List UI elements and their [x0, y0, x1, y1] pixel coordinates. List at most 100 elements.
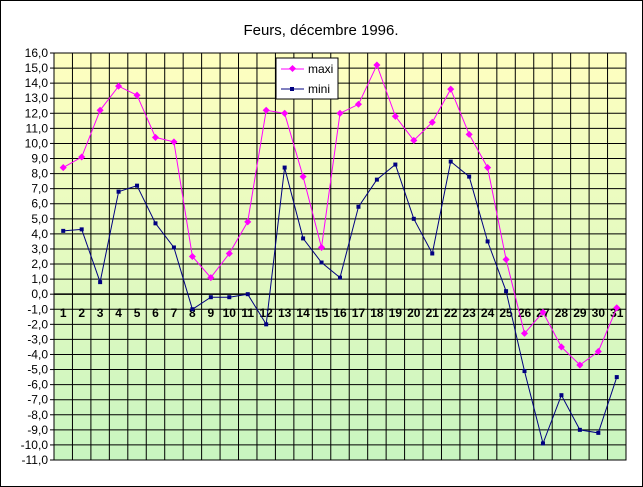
y-tick-label: 6,0 — [31, 197, 48, 211]
data-point-maxi — [170, 138, 178, 146]
data-point-mini — [61, 228, 66, 233]
y-tick-label: -5,0 — [27, 363, 48, 377]
data-point-mini — [577, 427, 582, 432]
data-point-maxi — [410, 136, 418, 144]
data-point-mini — [393, 162, 398, 167]
y-tick-label: -4,0 — [27, 347, 48, 361]
data-point-mini — [448, 159, 453, 164]
y-tick-label: -2,0 — [27, 317, 48, 331]
x-tick-label: 14 — [296, 306, 310, 320]
data-point-maxi — [354, 100, 362, 108]
data-point-mini — [540, 441, 545, 446]
data-point-maxi — [96, 106, 104, 114]
data-point-mini — [79, 227, 84, 232]
y-tick-label: 16,0 — [25, 46, 49, 60]
chart-title: Feurs, décembre 1996. — [243, 22, 398, 39]
data-point-maxi — [225, 249, 233, 258]
x-tick-label: 17 — [352, 306, 366, 320]
data-point-mini — [171, 245, 176, 250]
y-tick-label: 14,0 — [25, 76, 49, 90]
y-tick-label: -11,0 — [22, 453, 49, 467]
x-tick-label: 16 — [333, 306, 347, 320]
data-point-mini — [190, 307, 195, 312]
x-tick-label: 3 — [97, 306, 104, 320]
x-tick-label: 21 — [426, 306, 440, 320]
y-tick-label: 11,0 — [26, 121, 49, 135]
y-tick-label: 8,0 — [31, 167, 48, 181]
x-tick-label: 9 — [207, 306, 214, 320]
legend: maxi mini — [275, 57, 339, 100]
data-point-mini — [245, 292, 250, 297]
x-tick-label: 5 — [134, 306, 141, 320]
data-point-maxi — [447, 85, 455, 93]
data-point-mini — [485, 239, 490, 244]
data-point-mini — [282, 165, 287, 170]
data-point-maxi — [520, 329, 529, 337]
data-point-mini — [153, 221, 158, 226]
y-tick-label: 2,0 — [31, 257, 48, 271]
x-tick-label: 20 — [407, 306, 421, 320]
data-point-maxi — [318, 243, 326, 251]
data-point-maxi — [78, 153, 86, 161]
data-point-maxi — [59, 164, 67, 172]
data-point-mini — [227, 295, 232, 300]
data-point-maxi — [557, 343, 565, 351]
data-point-maxi — [336, 109, 344, 117]
x-tick-label: 18 — [370, 306, 384, 320]
x-tick-label: 8 — [189, 306, 196, 320]
data-point-mini — [374, 177, 379, 182]
y-tick-label: 10,0 — [25, 136, 49, 150]
x-tick-label: 2 — [78, 306, 85, 320]
x-tick-label: 23 — [462, 306, 476, 320]
x-tick-label: 26 — [518, 306, 532, 320]
y-tick-label: -10,0 — [21, 438, 49, 452]
y-tick-label: -7,0 — [27, 393, 48, 407]
y-tick-label: -8,0 — [27, 408, 48, 422]
data-point-mini — [504, 289, 509, 294]
data-point-mini — [98, 280, 103, 285]
data-point-maxi — [373, 61, 381, 69]
y-tick-label: -1,0 — [27, 302, 48, 316]
x-tick-label: 15 — [315, 306, 329, 320]
x-tick-label: 7 — [171, 306, 178, 320]
data-point-mini — [208, 295, 213, 300]
y-tick-label: -6,0 — [27, 378, 48, 392]
x-tick-label: 13 — [278, 306, 292, 320]
data-point-maxi — [613, 304, 621, 312]
data-point-mini — [264, 322, 269, 327]
x-tick-label: 1 — [60, 306, 67, 320]
x-tick-label: 25 — [499, 306, 513, 320]
legend-box — [275, 57, 339, 100]
x-tick-label: 12 — [260, 306, 274, 320]
data-point-mini — [411, 216, 416, 221]
legend-marker-maxi — [288, 64, 297, 73]
x-tick-label: 4 — [115, 306, 122, 320]
data-point-mini — [430, 251, 435, 256]
data-point-maxi — [539, 308, 547, 316]
y-tick-label: -9,0 — [27, 423, 48, 437]
legend-label-maxi: maxi — [308, 62, 333, 76]
data-point-maxi — [594, 347, 602, 356]
y-tick-label: 13,0 — [25, 91, 49, 105]
x-tick-label: 29 — [573, 306, 587, 320]
data-point-maxi — [576, 361, 584, 369]
data-point-mini — [596, 430, 601, 435]
y-tick-label: 5,0 — [31, 212, 48, 226]
data-point-maxi — [188, 252, 196, 261]
x-tick-label: 28 — [555, 306, 569, 320]
data-point-mini — [301, 236, 306, 241]
data-point-maxi — [207, 274, 215, 282]
y-tick-label: 3,0 — [31, 242, 48, 256]
x-tick-label: 6 — [152, 306, 159, 320]
x-tick-label: 11 — [241, 306, 254, 320]
y-tick-label: 7,0 — [31, 182, 48, 196]
series-lines — [59, 61, 621, 446]
data-point-mini — [116, 189, 121, 194]
data-point-maxi — [391, 112, 399, 120]
data-point-mini — [614, 375, 619, 380]
data-point-maxi — [484, 164, 492, 172]
data-point-maxi — [244, 218, 252, 226]
y-tick-label: 1,0 — [31, 272, 48, 286]
data-point-maxi — [465, 130, 473, 138]
